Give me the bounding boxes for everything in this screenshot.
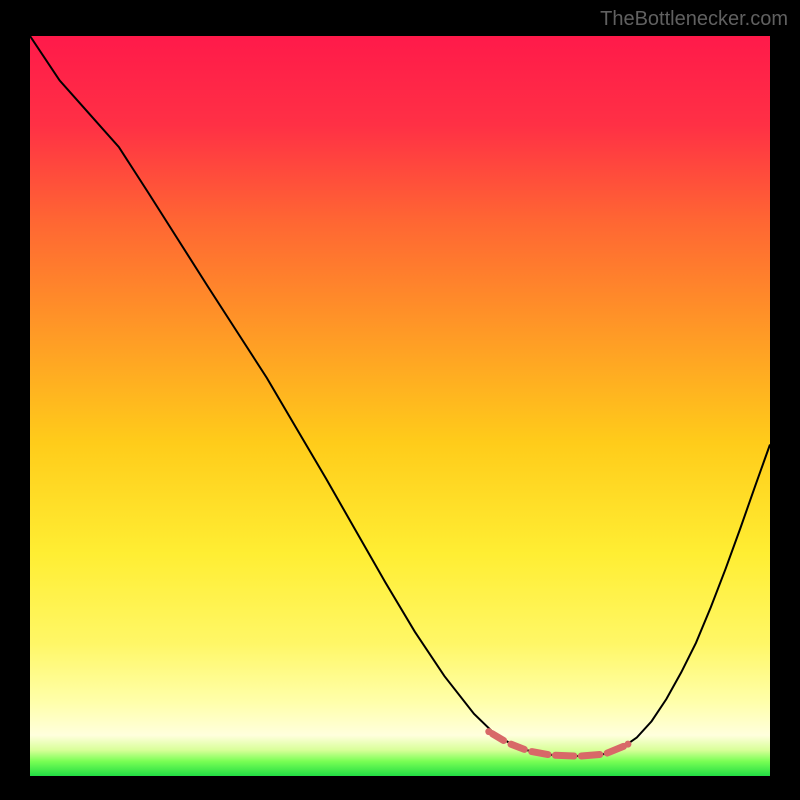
bottleneck-chart bbox=[30, 36, 770, 776]
valley-marker-segment bbox=[555, 755, 574, 756]
gradient-background bbox=[30, 36, 770, 776]
chart-container bbox=[30, 36, 770, 776]
valley-marker-segment bbox=[581, 755, 600, 756]
attribution-text: TheBottlenecker.com bbox=[600, 8, 788, 31]
valley-marker-segment bbox=[511, 744, 524, 749]
valley-marker-dot bbox=[624, 741, 631, 748]
valley-marker-dot bbox=[485, 728, 492, 735]
valley-marker-segment bbox=[532, 752, 548, 755]
